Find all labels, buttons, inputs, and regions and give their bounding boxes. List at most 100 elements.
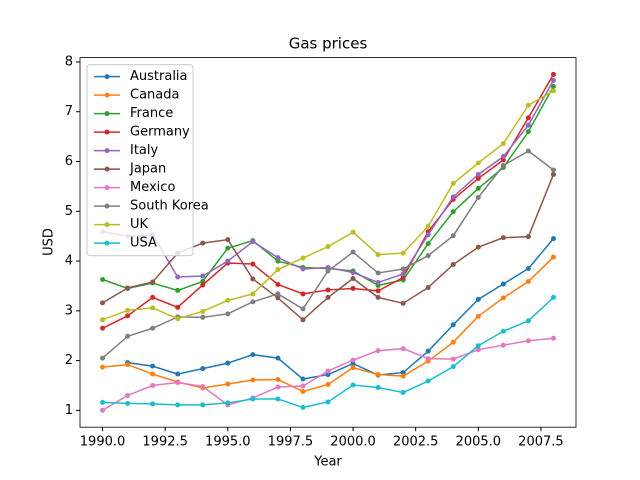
data-point [100, 317, 106, 323]
data-point [500, 342, 506, 348]
y-tick-label: 8 [65, 54, 73, 69]
data-point [550, 88, 556, 94]
legend-marker [104, 92, 110, 98]
data-point [150, 401, 156, 407]
data-point [400, 271, 406, 277]
data-point [450, 322, 456, 328]
data-point [225, 258, 231, 264]
data-point [225, 237, 231, 243]
data-point [500, 235, 506, 241]
data-point [200, 314, 206, 320]
data-point [275, 258, 281, 264]
data-point [175, 402, 181, 408]
data-point [300, 291, 306, 297]
data-point [375, 385, 381, 391]
data-point [425, 241, 431, 247]
data-point [325, 372, 331, 378]
y-tick-label: 5 [65, 204, 73, 219]
data-point [425, 284, 431, 290]
data-point [225, 381, 231, 387]
data-point [200, 402, 206, 408]
data-point [500, 157, 506, 163]
data-point [325, 265, 331, 271]
data-point [125, 392, 131, 398]
data-point [400, 266, 406, 272]
data-point [475, 347, 481, 353]
data-point [250, 276, 256, 282]
data-point [200, 240, 206, 246]
data-point [175, 274, 181, 280]
data-point [125, 313, 131, 319]
data-point [300, 388, 306, 394]
data-point [300, 255, 306, 261]
data-point [325, 382, 331, 388]
legend-marker [104, 185, 110, 191]
data-point [275, 281, 281, 287]
legend-label: France [130, 106, 173, 121]
data-point [200, 282, 206, 288]
legend-label: USA [130, 236, 157, 251]
legend-marker [104, 129, 110, 135]
data-point [475, 185, 481, 191]
data-point [325, 368, 331, 374]
data-point [175, 287, 181, 293]
data-point [250, 377, 256, 383]
data-point [450, 233, 456, 239]
data-point [550, 236, 556, 242]
data-point [400, 373, 406, 379]
data-point [400, 370, 406, 376]
data-point [275, 396, 281, 402]
data-point [175, 316, 181, 322]
data-point [425, 378, 431, 384]
data-point [500, 141, 506, 147]
data-point [475, 160, 481, 166]
data-point [325, 399, 331, 405]
data-point [275, 377, 281, 383]
data-point [375, 252, 381, 258]
data-point [350, 285, 356, 291]
y-tick-label: 7 [65, 104, 73, 119]
series-line [127, 238, 555, 380]
data-point [225, 311, 231, 317]
y-tick-label: 1 [65, 403, 73, 418]
data-point [275, 255, 281, 261]
data-point [425, 232, 431, 238]
data-point [550, 254, 556, 260]
data-point [375, 372, 381, 378]
data-point [375, 288, 381, 294]
data-point [275, 267, 281, 273]
data-point [500, 154, 506, 160]
data-point [150, 325, 156, 331]
legend-marker [104, 222, 110, 228]
data-point [250, 261, 256, 267]
data-point [350, 275, 356, 281]
data-point [125, 333, 131, 339]
data-point [550, 83, 556, 89]
data-point [275, 291, 281, 297]
data-point [100, 364, 106, 370]
data-point [200, 308, 206, 314]
legend-marker [104, 203, 110, 209]
x-tick-label: 1995.0 [205, 435, 251, 450]
y-tick-label: 6 [65, 154, 73, 169]
data-point [350, 361, 356, 367]
data-point [450, 194, 456, 200]
data-point [275, 295, 281, 301]
data-point [550, 71, 556, 77]
data-point [300, 376, 306, 382]
legend-marker [104, 74, 110, 80]
legend-label: Germany [130, 125, 190, 140]
data-point [225, 400, 231, 406]
data-point [125, 362, 131, 368]
data-point [525, 318, 531, 324]
data-point [125, 307, 131, 313]
legend-marker [104, 240, 110, 246]
data-point [325, 287, 331, 293]
data-point [250, 291, 256, 297]
data-point [475, 171, 481, 177]
data-point [375, 294, 381, 300]
data-point [275, 355, 281, 361]
x-tick-label: 2000.0 [330, 435, 376, 450]
legend-label: Canada [130, 88, 179, 103]
data-point [225, 360, 231, 366]
